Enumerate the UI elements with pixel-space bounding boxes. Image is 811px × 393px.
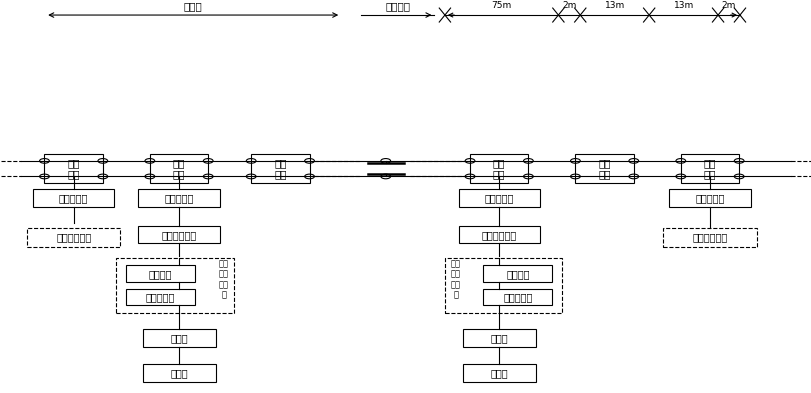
Text: 防雷
模拟
网络
盘: 防雷 模拟 网络 盘 — [450, 259, 461, 299]
Text: 13m: 13m — [672, 1, 693, 10]
Bar — [444, 258, 561, 312]
Bar — [663, 228, 756, 247]
Text: 运行方向: 运行方向 — [385, 2, 410, 11]
Text: 2m: 2m — [561, 1, 576, 10]
Bar — [33, 189, 114, 207]
Bar — [458, 226, 539, 243]
Text: 空芯
线圈: 空芯 线圈 — [173, 158, 185, 180]
Text: 数字信号电缆: 数字信号电缆 — [481, 230, 517, 240]
Text: 模拟电缆: 模拟电缆 — [505, 269, 529, 279]
Text: 2m: 2m — [721, 1, 736, 10]
Bar — [575, 154, 633, 183]
Bar — [139, 189, 219, 207]
Text: 模拟电缆: 模拟电缆 — [148, 269, 172, 279]
Text: 接收器: 接收器 — [170, 368, 187, 378]
Bar — [126, 265, 195, 282]
Bar — [483, 265, 551, 282]
Text: 数字信号电缆: 数字信号电缆 — [161, 230, 196, 240]
Bar — [126, 288, 195, 305]
Bar — [458, 189, 539, 207]
Text: 75m: 75m — [491, 1, 511, 10]
Bar — [483, 288, 551, 305]
Bar — [462, 329, 535, 347]
Bar — [143, 329, 215, 347]
Text: 匹配变压器: 匹配变压器 — [59, 193, 88, 203]
Text: 防雷变压器: 防雷变压器 — [145, 292, 175, 302]
Text: 衰耗器: 衰耗器 — [170, 333, 187, 343]
Bar — [139, 226, 219, 243]
Text: 发送器: 发送器 — [490, 368, 508, 378]
Text: 匹配变压器: 匹配变压器 — [164, 193, 194, 203]
Bar — [680, 154, 738, 183]
Bar — [470, 154, 528, 183]
Text: 调谐
单元: 调谐 单元 — [274, 158, 286, 180]
Text: 调谐区: 调谐区 — [183, 2, 202, 11]
Bar — [251, 154, 309, 183]
Bar — [116, 258, 234, 312]
Text: 调谐
单元: 调谐 单元 — [703, 158, 715, 180]
Bar — [462, 364, 535, 382]
Text: 13m: 13m — [604, 1, 624, 10]
Text: 防雷变压器: 防雷变压器 — [503, 292, 532, 302]
Text: 前方接收通道: 前方接收通道 — [692, 233, 727, 242]
Text: 匹配变压器: 匹配变压器 — [694, 193, 723, 203]
Bar — [45, 154, 103, 183]
Text: 调谐
单元: 调谐 单元 — [67, 158, 79, 180]
Bar — [27, 228, 120, 247]
Text: 匹配变压器: 匹配变压器 — [484, 193, 513, 203]
Text: 防雷
模拟
网络
盘: 防雷 模拟 网络 盘 — [219, 259, 229, 299]
Text: 功放器: 功放器 — [490, 333, 508, 343]
Text: 空芯
线圈: 空芯 线圈 — [598, 158, 610, 180]
Text: 调谐
单元: 调谐 单元 — [492, 158, 505, 180]
Text: 后方发送通道: 后方发送通道 — [56, 233, 91, 242]
Bar — [668, 189, 749, 207]
Bar — [150, 154, 208, 183]
Bar — [143, 364, 215, 382]
